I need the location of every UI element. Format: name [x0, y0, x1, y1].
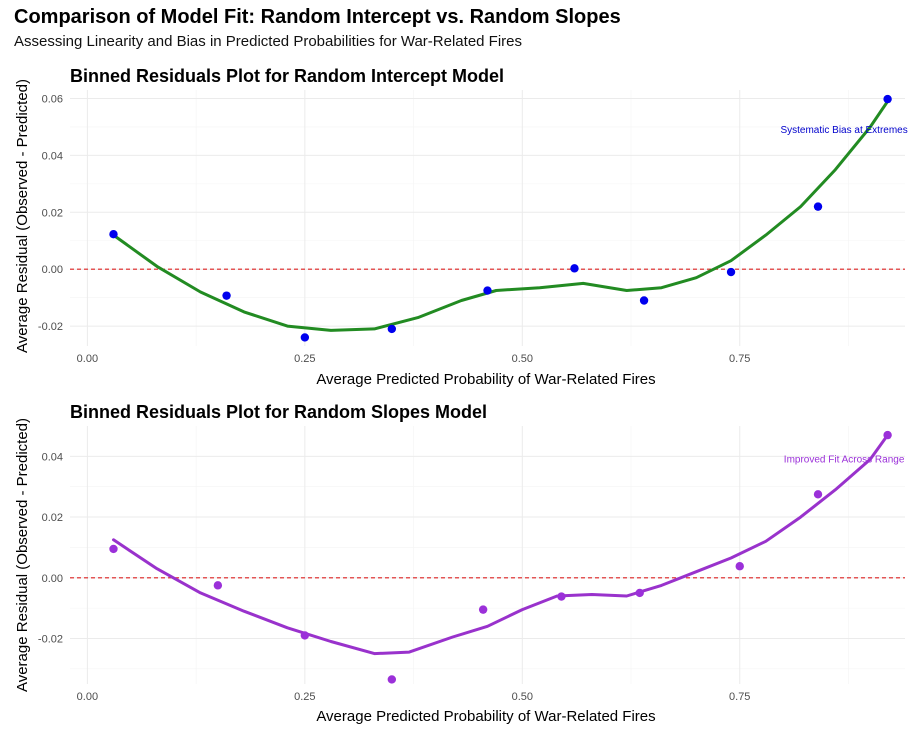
data-point [387, 675, 397, 684]
x-tick-label: 0.00 [77, 353, 98, 365]
y-tick-label: 0.00 [42, 573, 63, 585]
y-tick-label: -0.02 [38, 633, 63, 645]
x-axis-title: Average Predicted Probability of War-Rel… [316, 708, 655, 725]
data-point [387, 324, 397, 334]
y-axis-title: Average Residual (Observed - Predicted) [14, 79, 31, 353]
x-tick-label: 0.75 [729, 353, 750, 365]
panel-random-slopes: Binned Residuals Plot for Random Slopes … [14, 402, 905, 725]
x-tick-label: 0.25 [294, 353, 315, 365]
data-point [109, 230, 118, 239]
data-point [883, 430, 892, 440]
panel-title: Binned Residuals Plot for Random Slopes … [70, 402, 487, 422]
data-point [300, 631, 310, 640]
annotation-label: Improved Fit Across Range [784, 454, 905, 465]
data-point [483, 286, 492, 295]
y-tick-label: 0.04 [42, 150, 63, 162]
data-point [813, 202, 823, 211]
data-point [813, 490, 823, 499]
y-tick-label: 0.02 [42, 512, 63, 524]
data-point [109, 544, 118, 554]
data-point [883, 94, 892, 104]
panel-random-intercept: Binned Residuals Plot for Random Interce… [14, 66, 908, 388]
y-tick-label: 0.00 [42, 264, 63, 276]
data-point [726, 267, 736, 277]
y-tick-label: 0.06 [42, 94, 63, 106]
data-point [735, 562, 744, 571]
annotation-label: Systematic Bias at Extremes [780, 125, 907, 136]
data-point [557, 592, 566, 601]
data-point [635, 588, 644, 598]
x-tick-label: 0.00 [77, 691, 98, 703]
x-tick-label: 0.25 [294, 691, 315, 703]
panel-title: Binned Residuals Plot for Random Interce… [70, 66, 504, 86]
smooth-trend-line [112, 433, 890, 656]
y-tick-label: 0.04 [42, 451, 63, 463]
data-point [478, 605, 488, 614]
x-tick-label: 0.50 [512, 691, 533, 703]
page-title: Comparison of Model Fit: Random Intercep… [14, 6, 621, 28]
y-tick-label: 0.02 [42, 207, 63, 219]
x-tick-label: 0.50 [512, 353, 533, 365]
data-point [570, 264, 579, 273]
x-tick-label: 0.75 [729, 691, 750, 703]
data-point [213, 581, 223, 590]
y-tick-label: -0.02 [38, 321, 63, 333]
data-point [300, 333, 310, 342]
grid-lines [70, 426, 905, 684]
smooth-trend-line [112, 99, 890, 332]
data-point [222, 291, 231, 300]
grid-lines [70, 90, 905, 346]
data-point [639, 296, 649, 305]
y-axis-title: Average Residual (Observed - Predicted) [14, 418, 31, 692]
page-subtitle: Assessing Linearity and Bias in Predicte… [14, 33, 523, 50]
x-axis-title: Average Predicted Probability of War-Rel… [316, 371, 655, 388]
